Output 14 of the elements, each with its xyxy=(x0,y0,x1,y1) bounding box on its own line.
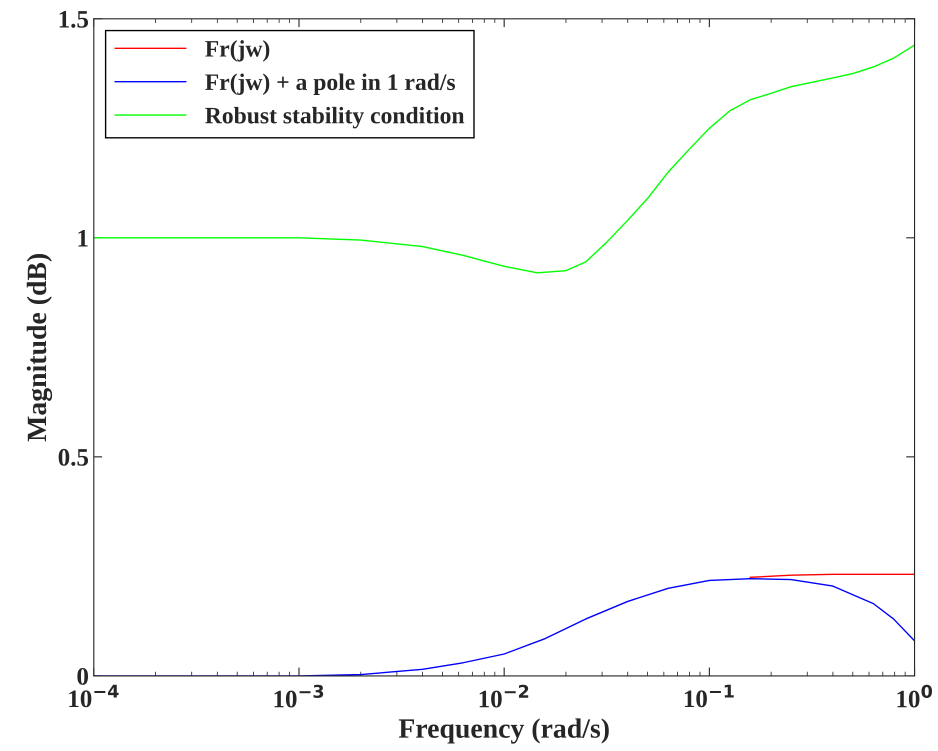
y-tick-label: 0.5 xyxy=(58,448,88,466)
legend-label: Robust stability condition xyxy=(205,106,464,128)
y-tick-label: 0 xyxy=(77,668,88,685)
x-tick-label: 10$^{0}$ xyxy=(897,684,932,708)
legend-label: Fr(jw) + a pole in 1 rad/s xyxy=(205,74,456,95)
legend-label: Fr(jw) xyxy=(205,40,270,62)
x-tick-label: 10$^{−4}$ xyxy=(69,684,119,708)
x-tick-label: 10$^{−1}$ xyxy=(684,684,734,708)
y-tick-label: 1.5 xyxy=(60,10,88,28)
y-axis-title: Magnitude (dB) xyxy=(26,254,52,442)
x-tick-label: 10$^{−2}$ xyxy=(480,684,528,708)
x-tick-label: 10$^{−3}$ xyxy=(274,684,324,708)
y-tick-label: 1 xyxy=(78,230,88,246)
x-axis-title: Frequency (rad/s) xyxy=(398,718,609,744)
